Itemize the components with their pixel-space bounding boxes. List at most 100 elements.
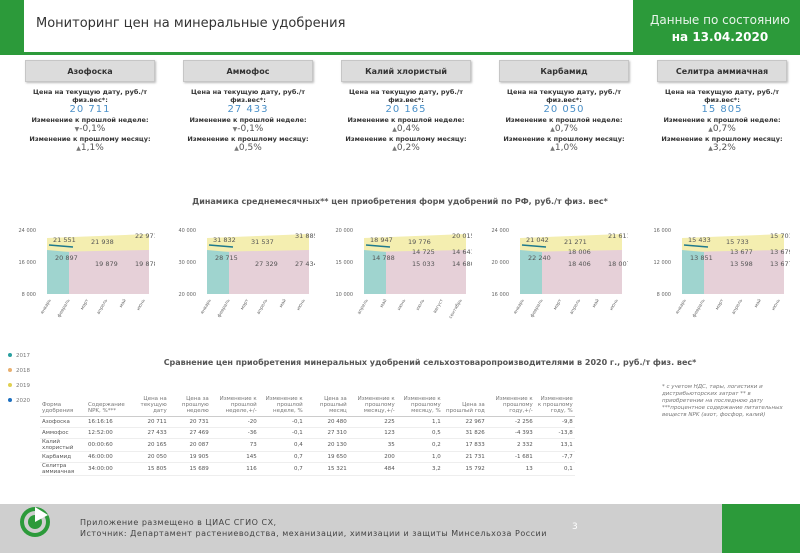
month-change: ▲3,2% xyxy=(657,143,787,154)
legend-dot-icon xyxy=(8,368,12,372)
price-card: Аммофос Цена на текущую дату, руб./т физ… xyxy=(183,60,313,154)
month-change: ▲0,5% xyxy=(183,143,313,154)
chart-svg: 16 000 12 000 8 000 15 433 15 733 15 701 13 85… xyxy=(654,228,793,319)
series-area xyxy=(47,250,149,294)
series-area xyxy=(47,250,69,294)
legend-label: 2020 xyxy=(16,398,30,404)
price-value: 20 165 xyxy=(385,104,427,115)
month-change-label: Изменение к прошлому месяцу: xyxy=(187,135,309,143)
legend-item: 2017 xyxy=(8,353,30,359)
week-change-value: 0,4% xyxy=(396,124,420,134)
table-header: Изменение к прошлой неделе, % xyxy=(258,384,305,417)
x-tick-label: февраль xyxy=(56,298,72,319)
price-card: Селитра аммиачная Цена на текущую дату, … xyxy=(657,60,787,154)
table-cell: 15 805 xyxy=(126,462,169,476)
dynamics-chart: 24 000 16 000 8 000 21 551 21 938 22 971 20 89… xyxy=(5,212,158,322)
legend-label: 2019 xyxy=(16,383,30,389)
x-tick-label: февраль xyxy=(216,298,232,319)
data-label: 13 598 xyxy=(730,260,753,268)
week-change-label: Изменение к прошлой неделе: xyxy=(347,116,465,124)
table-cell: 27 310 xyxy=(304,427,349,439)
table-cell: 20 050 xyxy=(126,451,169,463)
x-tick-label: март xyxy=(553,298,563,311)
legend-dot-icon xyxy=(8,383,12,387)
x-tick-label: май xyxy=(752,297,763,308)
price-card: Калий хлористый Цена на текущую дату, ру… xyxy=(341,60,471,154)
table-cell: 20 087 xyxy=(168,438,211,452)
y-tick-label: 24 000 xyxy=(19,228,37,234)
arrow-up-icon: ▲ xyxy=(550,145,555,152)
table-cell: 0,1 xyxy=(534,462,575,476)
data-label: 18 006 xyxy=(568,248,591,256)
table-cell: -0,1 xyxy=(258,416,305,428)
data-label: 21 271 xyxy=(564,238,587,246)
x-tick-label: май xyxy=(277,297,288,308)
table-cell: 0,7 xyxy=(258,462,305,476)
data-label: 19 879 xyxy=(95,260,118,268)
table-cell: 46:00:00 xyxy=(86,451,127,463)
table-header: Цена за прошлый месяц xyxy=(304,384,349,417)
comparison-table: Форма удобрения Содержание NPK, %*** Цена … xyxy=(40,384,575,476)
table-cell: Калий хлористый xyxy=(40,438,86,452)
table-cell: 15 792 xyxy=(442,462,487,476)
table-cell: 123 xyxy=(348,427,397,439)
x-tick-label: март xyxy=(80,298,90,311)
month-change-value: 0,2% xyxy=(396,143,420,153)
dynamics-chart: 16 000 12 000 8 000 15 433 15 733 15 701 13 85… xyxy=(640,212,793,322)
table-cell: 2 332 xyxy=(486,438,535,452)
data-label: 31 832 xyxy=(213,236,236,244)
data-label: 27 434 xyxy=(295,260,315,268)
table-header: Форма удобрения xyxy=(40,384,86,417)
series-area xyxy=(207,250,229,294)
dynamics-chart: 20 000 15 000 10 000 18 947 19 776 20 015 14 7… xyxy=(322,212,475,322)
y-tick-label: 10 000 xyxy=(336,292,354,298)
week-change-value: -0,1% xyxy=(237,124,264,134)
chart-svg: 20 000 15 000 10 000 18 947 19 776 20 015 14 7… xyxy=(336,228,475,320)
table-cell: 0,2 xyxy=(396,438,443,452)
week-change-value: -0,1% xyxy=(79,124,106,134)
legend-item: 2019 xyxy=(8,383,30,389)
table-header: Изменение к прошлому году,+/- xyxy=(486,384,535,417)
price-label: Цена на текущую дату, руб./т физ.вес*: xyxy=(507,88,621,104)
month-change-value: 1,1% xyxy=(80,143,104,153)
y-tick-label: 12 000 xyxy=(654,260,672,266)
data-label: 19 776 xyxy=(408,238,431,246)
data-label: 21 938 xyxy=(91,238,114,246)
x-tick-label: май xyxy=(378,297,389,308)
x-tick-label: июнь xyxy=(771,298,782,311)
week-change-label: Изменение к прошлой неделе: xyxy=(189,116,307,124)
series-line-2020 xyxy=(365,244,391,248)
data-label: 18 007 xyxy=(608,260,628,268)
month-change-value: 3,2% xyxy=(712,143,736,153)
series-line-2020 xyxy=(48,244,74,248)
table-cell: 0,4 xyxy=(258,438,305,452)
series-area xyxy=(207,250,309,294)
month-change: ▲1,0% xyxy=(499,143,629,154)
week-change: ▲0,7% xyxy=(499,124,629,135)
table-header: Цена за прошлый год xyxy=(442,384,487,417)
table-cell: -1 681 xyxy=(486,451,535,463)
arrow-down-icon: ▼ xyxy=(74,126,80,133)
legend-dot-icon xyxy=(8,398,12,402)
table-header: Изменение к прошлому месяцу, % xyxy=(396,384,443,417)
data-label: 18 406 xyxy=(568,260,591,268)
date-value: на 13.04.2020 xyxy=(671,30,769,44)
arrow-up-icon: ▲ xyxy=(708,145,713,152)
x-tick-label: май xyxy=(117,297,128,308)
footer-accent xyxy=(722,504,800,553)
table-row: Карбамид 46:00:00 20 050 19 905 145 0,7 19 650… xyxy=(40,451,575,463)
month-change-label: Изменение к прошлому месяцу: xyxy=(345,135,467,143)
chart-svg: 24 000 20 000 16 000 21 042 21 271 21 611 22 2… xyxy=(492,228,631,319)
table-header: Изменение к прошлому году, % xyxy=(534,384,575,417)
table-cell: -9,8 xyxy=(534,416,575,428)
month-change-value: 0,5% xyxy=(238,143,262,153)
table-cell: Карбамид xyxy=(40,451,86,463)
footer: Приложение размещено в ЦИАС СГИО СХ, Ист… xyxy=(0,504,800,553)
table-cell: 19 905 xyxy=(168,451,211,463)
x-tick-label: июнь xyxy=(296,298,307,311)
x-tick-label: август xyxy=(433,298,445,314)
table-cell: -0,1 xyxy=(258,427,305,439)
table-row: Аммофос 12:52:00 27 433 27 469 -36 -0,1 27 310… xyxy=(40,427,575,439)
data-label: 15 733 xyxy=(726,238,749,246)
table-row: Калий хлористый 00:00:60 20 165 20 087 73 0,4… xyxy=(40,438,575,452)
